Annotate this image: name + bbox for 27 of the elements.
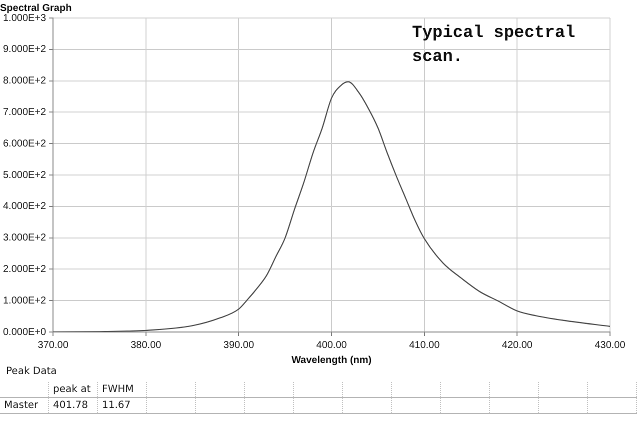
y-tick-label: 2.000E+2 [2,264,47,275]
x-tick-label: 420.00 [502,340,533,351]
x-tick-label: 380.00 [130,340,162,351]
text: Master [0,398,48,414]
x-tick-label: 390.00 [223,340,254,351]
y-tick-label: 9.000E+2 [2,44,47,56]
text: peak at [48,382,98,398]
text: Peak Data [6,366,57,377]
x-tick-label: 410.00 [409,340,440,351]
y-tick-label: 6.000E+2 [2,138,47,150]
text: 401.78 [48,398,98,414]
chart-title: Spectral Graph [0,2,72,14]
x-axis-title: Wavelength (nm) [291,354,372,366]
y-tick-label: 1.000E+3 [2,12,47,24]
x-tick-label: 430.00 [594,340,626,351]
y-tick-label: 4.000E+2 [2,201,47,212]
annotation: Typical spectral scan. [412,23,576,69]
x-tick-label: 400.00 [316,340,348,351]
y-tick-label: 5.000E+2 [2,170,47,181]
y-tick-label: 0.000E+0 [2,326,47,338]
y-tick-label: 3.000E+2 [2,232,47,244]
y-tick-label: 7.000E+2 [2,106,47,118]
y-tick-label: 8.000E+2 [2,76,47,87]
y-tick-label: 1.000E+2 [2,295,47,306]
text: 11.67 [98,398,146,414]
x-tick-label: 370.00 [38,340,69,351]
text: FWHM [98,382,146,398]
